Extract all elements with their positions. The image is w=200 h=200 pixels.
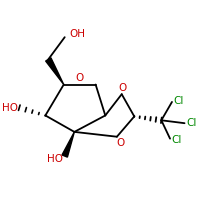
Polygon shape: [62, 132, 74, 157]
Text: OH: OH: [70, 29, 86, 39]
Text: HO: HO: [2, 103, 18, 113]
Text: O: O: [76, 73, 84, 83]
Text: Cl: Cl: [174, 96, 184, 106]
Text: HO: HO: [47, 154, 63, 164]
Text: Cl: Cl: [172, 135, 182, 145]
Text: Cl: Cl: [186, 118, 196, 128]
Polygon shape: [46, 58, 64, 85]
Text: O: O: [119, 83, 127, 93]
Text: O: O: [117, 138, 125, 148]
